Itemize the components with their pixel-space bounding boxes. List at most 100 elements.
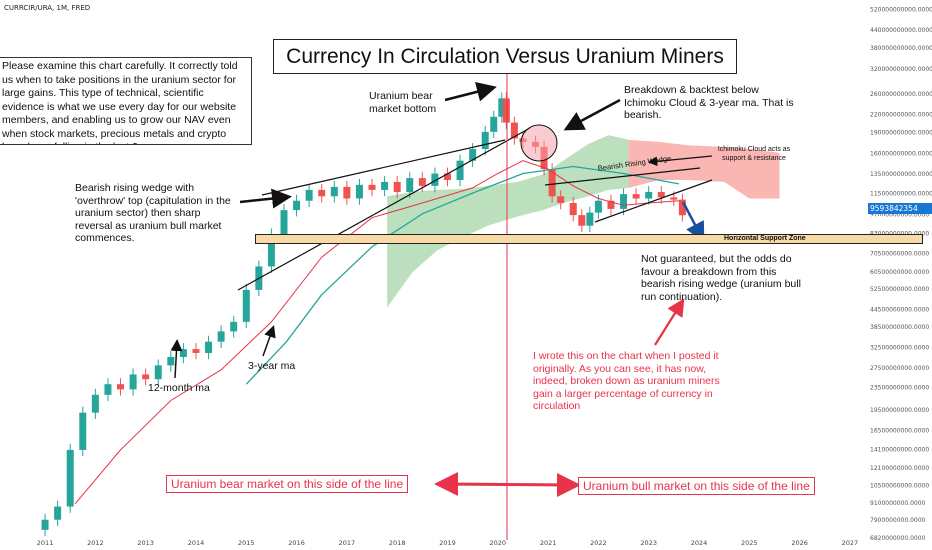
candle-body [54,506,62,520]
moving-averages [74,160,680,505]
y-tick-label: 190000000000.0000 [870,129,932,136]
candle-body [557,196,565,204]
ma12-line [74,160,679,505]
candle-body [368,184,376,190]
symbol-header: CURRCIR/URA, 1M, FRED [4,4,91,12]
x-tick-label: 2025 [741,539,758,547]
y-tick-label: 9100000000.0000 [870,500,926,507]
breakdown-annotation: Breakdown & backtest below Ichimoku Clou… [624,84,794,121]
candle-body [355,184,363,199]
y-tick-label: 7900000000.0000 [870,517,926,524]
y-tick-label: 135000000000.0000 [870,171,932,178]
candle-body [154,365,162,380]
y-tick-label: 16500000000.0000 [870,427,929,434]
candle-body [502,98,510,123]
ichimoku-cloud [387,135,780,308]
cloud-bear-region [628,139,780,199]
x-tick-label: 2012 [87,539,104,547]
candle-body [431,173,439,186]
x-tick-label: 2015 [238,539,255,547]
x-tick-label: 2019 [439,539,456,547]
ma12-arrow [170,339,183,379]
candle-body [217,331,225,342]
candle-body [280,210,288,235]
wedge-description: Bearish rising wedge with 'overthrow' to… [75,182,231,244]
candle-body [632,194,640,199]
last-price-tag: 9593842354 3.9391 [868,203,932,224]
odds-annotation: Not guaranteed, but the odds do favour a… [641,253,801,303]
y-axis: 520000000000.0000 440000000000.0000 380000… [870,7,932,543]
candle-body [242,289,250,322]
candle-body [670,197,678,200]
candle-body [586,212,594,226]
candle-body [456,160,464,181]
y-tick-label: 520000000000.0000 [870,7,932,14]
x-tick-label: 2013 [137,539,154,547]
candle-body [490,116,498,132]
candle-body [548,169,556,197]
candle-body [192,349,200,353]
candle-body [406,178,414,193]
chart-title: Currency In Circulation Versus Uranium M… [273,39,737,74]
candle-body [393,181,401,193]
candle-body [657,192,665,198]
wedge-lower-line [237,127,531,291]
candle-body [142,374,150,380]
y-tick-label: 380000000000.0000 [870,45,932,52]
y-tick-label: 6820000000.0000 [870,535,926,542]
new-wedge-lower-line [594,179,713,223]
new-wedge-upper-line [544,167,701,186]
candle-body [418,178,426,186]
bear-bottom-annotation: Uranium bear market bottom [369,90,437,115]
candle-body [381,181,389,190]
y-tick-label: 260000000000.0000 [870,91,932,98]
breakdown-arrow [563,98,621,131]
y-tick-label: 320000000000.0000 [870,66,932,73]
y-tick-label: 160000000000.0000 [870,150,932,157]
y-tick-label: 70500000000.0000 [870,250,929,257]
drawings [170,62,713,540]
candle-body [678,199,686,216]
ma12-label: 12-month ma [148,382,210,394]
candle-body [645,192,653,199]
y-tick-label: 83000000000.0000 [870,230,929,237]
candle-body [607,200,615,209]
candle-body [498,98,506,117]
y-tick-label: 10500000000.0000 [870,483,929,490]
y-tick-label: 52500000000.0000 [870,286,929,293]
y-tick-label: 19500000000.0000 [870,407,929,414]
side-arrow-shaft [439,482,576,487]
y-tick-label: 97000000000.0000 [870,211,929,218]
candle-body [620,194,628,209]
candle-body [510,122,518,139]
x-tick-label: 2021 [540,539,557,547]
candle-body [205,341,213,353]
support-zone-label: Horizontal Support Zone [724,235,806,242]
x-tick-label: 2017 [339,539,356,547]
y-tick-label: 27500000000.0000 [870,365,929,372]
candle-body [293,200,301,211]
x-axis: 2011 2012 2013 2014 2015 2016 2017 2018 2019 2020… [37,539,858,547]
candle-body [443,173,451,181]
ma3y-label: 3-year ma [248,360,296,372]
x-tick-label: 2023 [640,539,657,547]
candle-body [117,384,125,390]
candle-body [569,203,577,216]
candle-body [230,321,238,332]
candles [41,92,686,537]
y-tick-label: 14100000000.0000 [870,447,929,454]
bear-bottom-arrow [444,82,497,102]
candle-body [41,519,49,530]
ma3y-line [245,165,680,385]
cloud-arrow [647,155,713,167]
bull-side-label: Uranium bull market on this side of the … [578,477,815,495]
wedge-upper-line [261,139,506,196]
y-tick-label: 115000000000.0000 [870,191,932,198]
x-tick-label: 2026 [791,539,808,547]
bear-side-label: Uranium bear market on this side of the … [166,475,409,493]
breakdown-circle [520,124,558,162]
candle-body [91,394,99,413]
candle-body [481,131,489,150]
x-tick-label: 2027 [842,539,859,547]
